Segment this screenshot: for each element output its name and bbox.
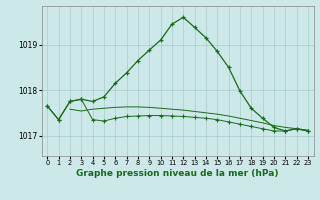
X-axis label: Graphe pression niveau de la mer (hPa): Graphe pression niveau de la mer (hPa) <box>76 169 279 178</box>
